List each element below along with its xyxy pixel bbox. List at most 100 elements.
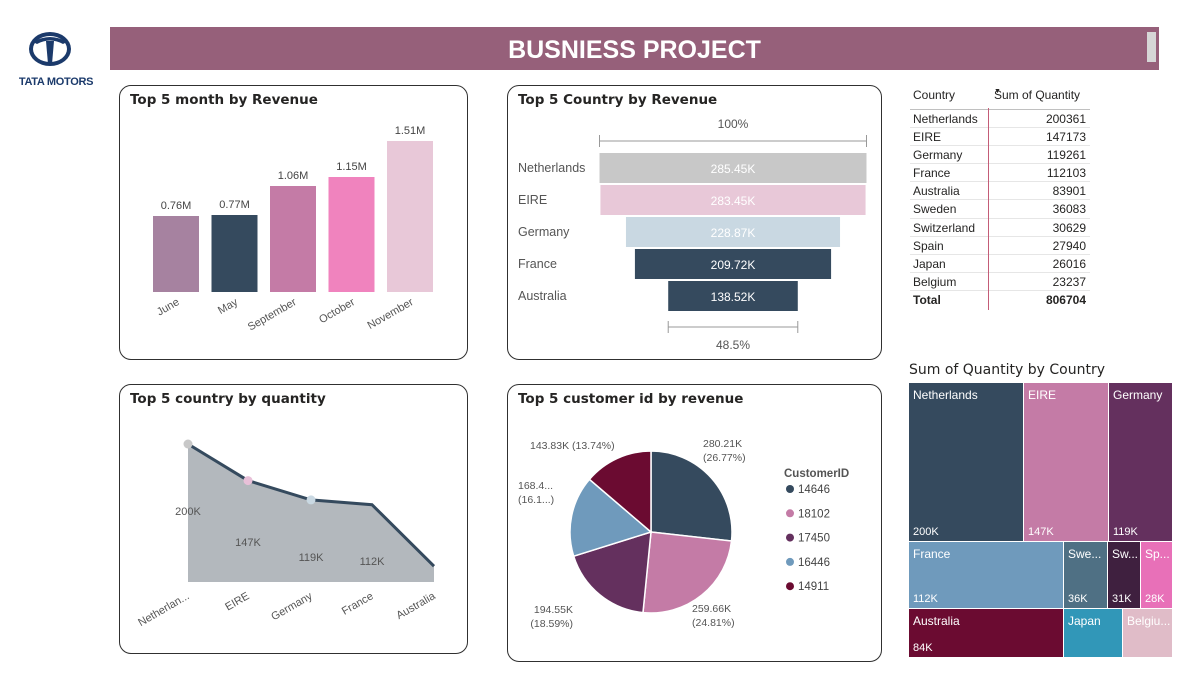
treemap-cell-value: 28K <box>1145 593 1165 605</box>
x-tick-label: Germany <box>269 590 315 623</box>
treemap-cell-label: Germany <box>1113 388 1163 402</box>
table-row[interactable]: Australia 83901 <box>910 182 1090 201</box>
bar <box>270 186 316 292</box>
country-quantity-card: Top 5 country by quantity 200K 147K 119K 11… <box>119 384 468 654</box>
legend-item: 18102 <box>798 508 830 520</box>
chart-title: Top 5 Country by Revenue <box>518 92 718 108</box>
treemap-cell-value: 84K <box>913 642 933 654</box>
data-label: 138.52K <box>711 290 756 304</box>
x-tick-label: June <box>155 296 182 318</box>
x-tick-label: September <box>246 296 299 333</box>
data-label: 228.87K <box>711 226 756 240</box>
treemap-cell[interactable]: Sw... 31K <box>1108 542 1140 608</box>
bar <box>387 141 433 292</box>
x-tick-label: November <box>366 296 416 332</box>
table-total-row: Total 806704 <box>910 291 1090 309</box>
legend-item: 14911 <box>798 581 829 593</box>
data-label: 1.06M <box>278 170 309 182</box>
bar <box>153 216 199 292</box>
country-cell: France <box>913 166 951 181</box>
quantity-cell: 26016 <box>1052 256 1086 271</box>
treemap-cell[interactable]: Germany 119K <box>1109 383 1172 541</box>
total-label: Total <box>913 292 941 307</box>
data-label: 1.15M <box>336 161 367 173</box>
customer-revenue-pie: 280.21K (26.77%) 259.66K (24.81%) 194.55K (18… <box>518 438 849 630</box>
data-label: (16.1...) <box>518 494 554 506</box>
country-cell: Sweden <box>913 202 957 217</box>
legend-item: 16446 <box>798 557 830 569</box>
total-value: 806704 <box>1045 292 1086 307</box>
funnel-bar <box>625 217 841 247</box>
table-row[interactable]: Belgium 23237 <box>910 273 1090 291</box>
quantity-table[interactable]: Country Sum of Quantity ▼ Netherlands 200… <box>910 86 1090 310</box>
x-tick-label: Australia <box>394 590 438 622</box>
quantity-cell: 23237 <box>1052 274 1086 289</box>
data-label: 283.45K <box>711 194 756 208</box>
legend-item: 14646 <box>798 484 830 496</box>
quantity-cell: 112103 <box>1046 166 1086 181</box>
treemap-cell-label: Netherlands <box>913 388 978 402</box>
category-label: EIRE <box>518 193 547 207</box>
category-label: France <box>518 257 557 271</box>
country-cell: Netherlands <box>913 112 978 126</box>
chart-title: Top 5 month by Revenue <box>130 92 318 108</box>
country-cell: Spain <box>913 238 944 253</box>
country-cell: Australia <box>913 184 960 199</box>
customer-revenue-card: Top 5 customer id by revenue 280.21K (26.… <box>507 384 882 662</box>
treemap-cell[interactable]: Japan <box>1064 609 1122 657</box>
logo-text: TATA MOTORS <box>18 76 94 88</box>
table-row[interactable]: Germany 119261 <box>910 146 1090 165</box>
country-revenue-card: Top 5 Country by Revenue 100% 285.45K Neth… <box>507 85 882 360</box>
x-tick-label: October <box>317 296 357 326</box>
quantity-treemap: Netherlands 200K EIRE 147K Germany 119K France… <box>909 383 1172 657</box>
column-header-country[interactable]: Country <box>913 88 956 102</box>
table-row[interactable]: Spain 27940 <box>910 237 1090 255</box>
area-fill <box>188 444 434 582</box>
data-label: (18.59%) <box>530 618 573 630</box>
tata-logo-icon <box>29 32 71 66</box>
treemap-cell-label: Swe... <box>1068 547 1102 561</box>
treemap-cell[interactable]: France 112K <box>909 542 1063 608</box>
chart-title: Top 5 country by quantity <box>130 391 326 407</box>
table-row[interactable]: Sweden 36083 <box>910 200 1090 219</box>
data-point <box>243 476 253 486</box>
treemap-cell-label: Sp... <box>1145 547 1170 561</box>
bar <box>211 215 258 292</box>
pie-slice <box>642 531 733 614</box>
treemap-cell[interactable]: Belgiu... <box>1123 609 1172 657</box>
table-row[interactable]: Netherlands 200361 <box>910 110 1090 129</box>
country-quantity-chart: 200K 147K 119K 112K Netherlan... EIRE Germany F… <box>136 439 438 629</box>
table-row[interactable]: Switzerland 30629 <box>910 219 1090 237</box>
country-cell: Germany <box>913 148 963 163</box>
treemap-cell[interactable]: Swe... 36K <box>1064 542 1107 608</box>
pie-slice <box>588 450 652 534</box>
country-revenue-funnel: 100% 285.45K Netherlands 283.45K EIRE 228.87K… <box>518 117 867 352</box>
treemap-cell[interactable]: Netherlands 200K <box>909 383 1023 541</box>
legend-marker <box>786 582 794 591</box>
quantity-cell: 30629 <box>1052 220 1086 235</box>
treemap-cell-value: 147K <box>1028 526 1054 538</box>
treemap-cell-value: 112K <box>913 593 938 605</box>
quantity-cell: 36083 <box>1052 202 1086 217</box>
x-tick-label: May <box>216 296 240 317</box>
country-cell: Switzerland <box>913 220 976 235</box>
column-header-quantity[interactable]: Sum of Quantity <box>994 88 1081 102</box>
table-row[interactable]: Japan 26016 <box>910 255 1090 273</box>
treemap-cell[interactable]: EIRE 147K <box>1024 383 1108 541</box>
sort-down-icon[interactable]: ▼ <box>994 88 1001 95</box>
table-row[interactable]: EIRE 147173 <box>910 128 1090 147</box>
banner-scroll-handle[interactable] <box>1147 32 1156 62</box>
treemap-cell-value: 31K <box>1112 593 1132 605</box>
table-row[interactable]: France 112103 <box>910 164 1090 183</box>
data-label: 147K <box>235 537 261 549</box>
page-title: BUSNIESS PROJECT <box>508 36 761 64</box>
x-tick-label: Netherlan... <box>136 590 191 629</box>
quantity-cell: 119261 <box>1046 148 1086 163</box>
bar <box>328 177 375 292</box>
treemap-cell[interactable]: Australia 84K <box>909 609 1063 657</box>
treemap-cell[interactable]: Sp... 28K <box>1141 542 1172 608</box>
treemap-cell-label: EIRE <box>1028 388 1057 402</box>
treemap-cell-label: Sw... <box>1112 547 1139 561</box>
data-label: 143.83K (13.74%) <box>530 440 615 452</box>
funnel-bar <box>600 185 866 215</box>
